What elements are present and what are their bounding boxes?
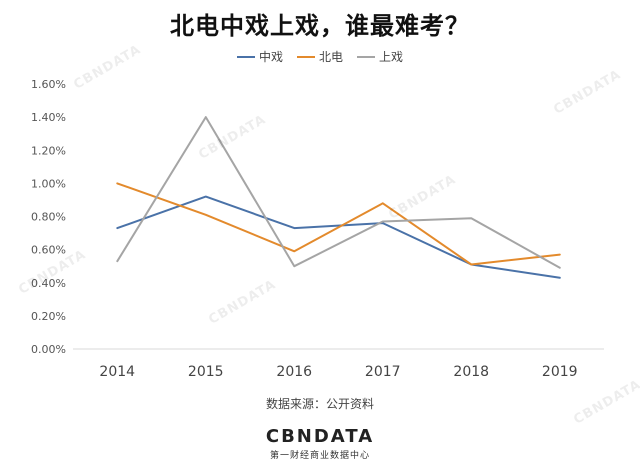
legend-swatch-zhongxi: [236, 55, 255, 58]
x-tick-label: 2015: [188, 364, 224, 380]
x-tick-label: 2014: [99, 364, 135, 380]
y-tick-label: 1.20%: [31, 144, 66, 157]
x-tick-label: 2016: [276, 364, 312, 380]
legend-item-beidian: 北电: [296, 48, 343, 65]
legend: 中戏 北电 上戏: [0, 48, 640, 65]
y-tick-label: 1.60%: [31, 78, 66, 91]
legend-swatch-beidian: [296, 55, 315, 58]
y-tick-label: 0.80%: [31, 211, 66, 224]
series-line-beidian: [116, 182, 561, 266]
x-tick-label: 2017: [365, 364, 401, 380]
x-tick-label: 2019: [542, 364, 578, 380]
brand-logo: CBNDATA 第一财经商业数据中心: [0, 426, 640, 461]
y-tick-label: 0.00%: [31, 343, 66, 356]
y-tick-label: 0.40%: [31, 277, 66, 290]
y-tick-label: 0.60%: [31, 244, 66, 257]
logo-text: CBNDATA: [265, 426, 375, 447]
legend-label-beidian: 北电: [318, 50, 343, 64]
y-tick-label: 1.00%: [31, 177, 66, 190]
data-source-note: 数据来源：公开资料: [265, 397, 374, 411]
series-line-shangxi: [116, 116, 561, 269]
y-tick-label: 0.20%: [31, 310, 66, 323]
legend-swatch-shangxi: [357, 55, 375, 58]
x-tick-label: 2018: [453, 364, 489, 380]
legend-label-zhongxi: 中戏: [258, 50, 283, 64]
series-line-zhongxi: [116, 195, 561, 279]
y-tick-label: 1.40%: [31, 111, 66, 124]
logo-subtitle: 第一财经商业数据中心: [269, 451, 370, 461]
legend-item-shangxi: 上戏: [357, 48, 403, 65]
chart-title: 北电中戏上戏，谁最难考？: [170, 12, 470, 40]
legend-item-zhongxi: 中戏: [236, 48, 283, 65]
legend-label-shangxi: 上戏: [379, 50, 404, 64]
